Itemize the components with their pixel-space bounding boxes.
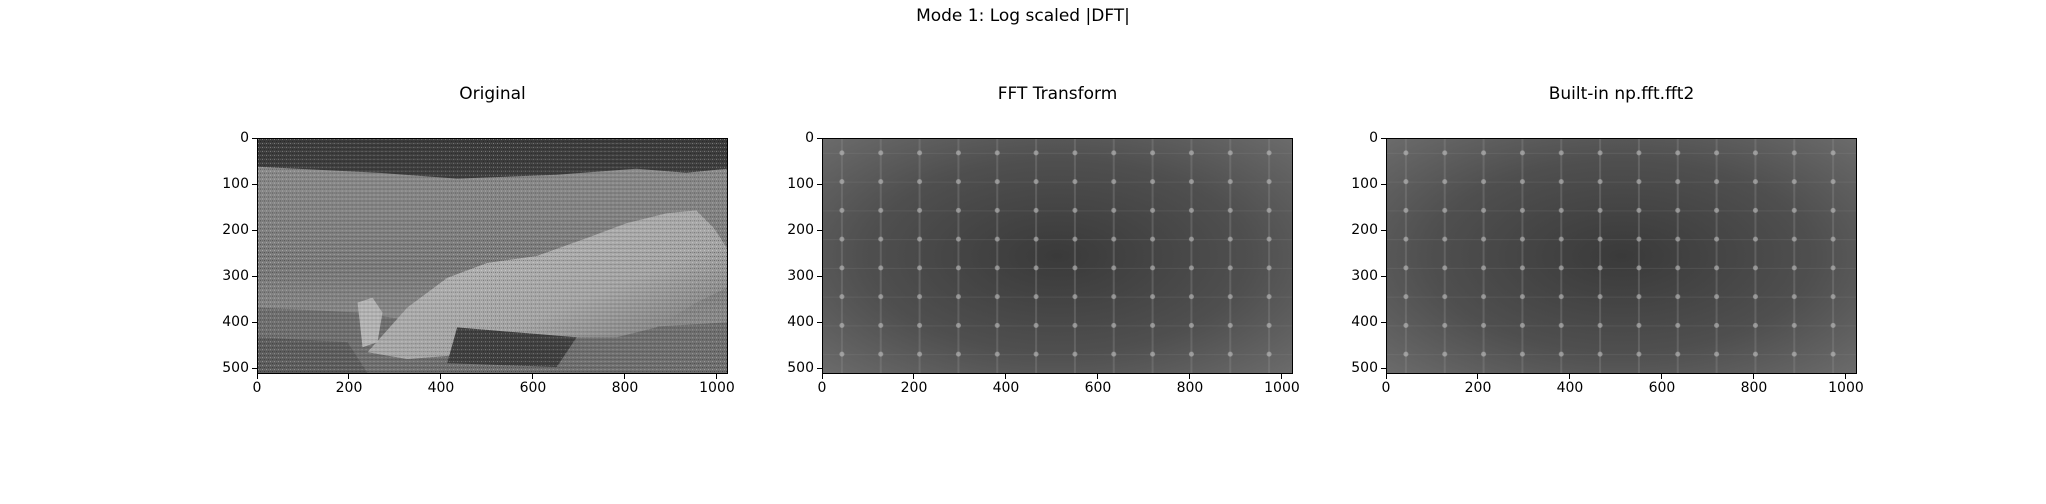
x-tick-mark <box>348 374 350 379</box>
x-tick-mark <box>1477 374 1479 379</box>
x-tick-label: 1000 <box>1264 380 1300 396</box>
y-tick-mark <box>817 367 822 369</box>
x-tick-mark <box>624 374 626 379</box>
y-tick-mark <box>1381 183 1386 185</box>
x-tick-mark <box>1281 374 1283 379</box>
x-tick-mark <box>532 374 534 379</box>
x-tick-label: 0 <box>252 380 262 396</box>
x-tick-mark <box>1845 374 1847 379</box>
y-tick-mark <box>817 183 822 185</box>
y-tick-mark <box>252 275 257 277</box>
x-tick-label: 800 <box>1740 380 1768 396</box>
x-tick-label: 400 <box>1556 380 1584 396</box>
y-tick-label: 300 <box>787 268 814 285</box>
x-tick-label: 0 <box>817 380 827 396</box>
panel-fft-transform: FFT Transform <box>787 84 1300 396</box>
image-axes <box>1386 138 1857 374</box>
y-tick-label: 400 <box>1351 314 1378 331</box>
y-tick-label: 100 <box>222 176 249 193</box>
x-tick-label: 800 <box>611 380 639 396</box>
x-tick-mark <box>913 374 915 379</box>
y-tick-mark <box>252 321 257 323</box>
x-tick-mark <box>1005 374 1007 379</box>
y-tick-label: 0 <box>1369 130 1378 146</box>
x-tick-mark <box>440 374 442 379</box>
x-tick-label: 0 <box>1381 380 1391 396</box>
y-tick-label: 400 <box>787 314 814 331</box>
y-tick-mark <box>817 229 822 231</box>
panel-original: Original <box>222 84 735 396</box>
y-tick-mark <box>252 137 257 139</box>
y-tick-mark <box>1381 275 1386 277</box>
x-tick-label: 400 <box>992 380 1020 396</box>
y-tick-label: 300 <box>1351 268 1378 285</box>
x-tick-label: 800 <box>1176 380 1204 396</box>
y-tick-label: 200 <box>1351 222 1378 239</box>
y-tick-label: 200 <box>787 222 814 239</box>
y-tick-mark <box>1381 321 1386 323</box>
x-tick-mark <box>256 374 258 379</box>
x-tick-mark <box>1097 374 1099 379</box>
y-tick-label: 500 <box>787 360 814 377</box>
y-tick-label: 0 <box>805 130 814 146</box>
y-tick-label: 100 <box>787 176 814 193</box>
y-tick-label: 400 <box>222 314 249 331</box>
figure-suptitle: Mode 1: Log scaled |DFT| <box>916 6 1130 26</box>
x-tick-mark <box>716 374 718 379</box>
x-tick-mark <box>1569 374 1571 379</box>
x-tick-mark <box>1661 374 1663 379</box>
panel-builtin-fft2: Built-in np.fft.fft2 <box>1351 84 1864 396</box>
x-tick-label: 600 <box>1084 380 1112 396</box>
x-tick-label: 200 <box>335 380 363 396</box>
panel-title: Original <box>459 84 526 104</box>
y-tick-label: 500 <box>1351 360 1378 377</box>
y-tick-mark <box>252 367 257 369</box>
x-tick-label: 1000 <box>1828 380 1864 396</box>
x-tick-label: 600 <box>519 380 547 396</box>
image-axes <box>257 138 728 374</box>
x-tick-label: 1000 <box>699 380 735 396</box>
panel-title: Built-in np.fft.fft2 <box>1548 84 1695 104</box>
panel-title: FFT Transform <box>997 84 1118 104</box>
y-tick-label: 100 <box>1351 176 1378 193</box>
y-tick-mark <box>1381 229 1386 231</box>
original-image <box>258 139 727 373</box>
y-tick-mark <box>1381 137 1386 139</box>
y-tick-mark <box>817 321 822 323</box>
builtin-fft-spectrum-image <box>1387 139 1856 373</box>
x-tick-label: 200 <box>1464 380 1492 396</box>
y-tick-label: 0 <box>240 130 249 146</box>
image-axes <box>822 138 1293 374</box>
fft-spectrum-image <box>823 139 1292 373</box>
x-tick-mark <box>1753 374 1755 379</box>
y-tick-label: 500 <box>222 360 249 377</box>
y-tick-label: 200 <box>222 222 249 239</box>
x-tick-mark <box>1189 374 1191 379</box>
y-tick-mark <box>817 137 822 139</box>
y-tick-mark <box>817 275 822 277</box>
x-tick-label: 200 <box>900 380 928 396</box>
y-tick-mark <box>1381 367 1386 369</box>
y-tick-mark <box>252 229 257 231</box>
x-tick-mark <box>1385 374 1387 379</box>
x-tick-label: 400 <box>427 380 455 396</box>
x-tick-label: 600 <box>1648 380 1676 396</box>
y-tick-label: 300 <box>222 268 249 285</box>
y-tick-mark <box>252 183 257 185</box>
x-tick-mark <box>821 374 823 379</box>
